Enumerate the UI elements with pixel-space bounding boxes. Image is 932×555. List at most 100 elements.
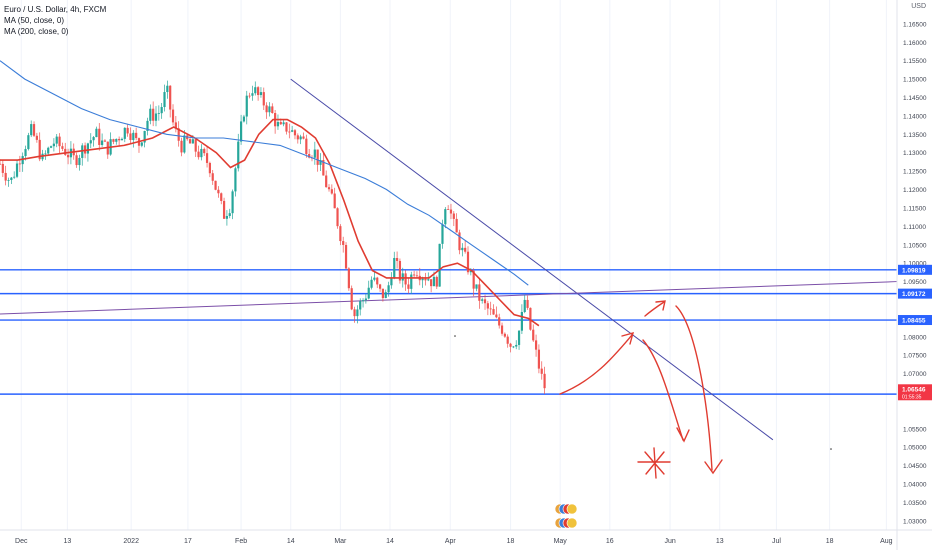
projection-arrow-down-1 [642, 339, 684, 441]
candle-body [89, 140, 92, 144]
current-price-tag [898, 384, 932, 401]
candle-body [344, 244, 348, 269]
price-tick-label: 1.05500 [903, 426, 927, 433]
candle-body [336, 208, 339, 227]
candle-body [276, 122, 280, 127]
candle-body [44, 153, 47, 155]
level-price-label: 1.09819 [902, 267, 926, 274]
price-tick-label: 1.09500 [903, 279, 927, 286]
candle-body [330, 189, 333, 194]
candle-body [509, 343, 512, 347]
candle-body [149, 108, 152, 121]
candle-body [200, 148, 203, 158]
candle-body [208, 162, 211, 174]
candle-body [282, 122, 285, 125]
candle-body [322, 160, 325, 176]
candle-body [191, 139, 194, 144]
candle-body [401, 273, 404, 281]
price-tick-label: 1.13500 [903, 132, 927, 139]
candle-body [526, 299, 529, 308]
candle-body [452, 213, 455, 219]
candle-body [435, 276, 438, 287]
projection-arrow-up-1 [559, 334, 633, 395]
time-axis: Dec 13 2022 17 Feb 14 Mar 14 Apr 18 May 16 Jun 13 Jul 1… [0, 529, 932, 545]
candle-body [285, 122, 288, 132]
level-price-tag [898, 264, 932, 275]
candle-body [376, 277, 379, 285]
candle-body [288, 131, 291, 133]
chart-legend: Euro / U.S. Dollar, 4h, FXCM MA (50, clo… [4, 4, 106, 37]
event-icons [554, 503, 578, 529]
price-tick-label: 1.15000 [903, 77, 927, 84]
candle-body [265, 105, 268, 113]
candle-body [38, 139, 41, 160]
level-price-tag [898, 288, 932, 299]
candle-body [305, 138, 308, 155]
candle-body [237, 141, 240, 169]
candle-body [387, 285, 390, 293]
candle-body [242, 116, 246, 122]
candle-body [390, 278, 393, 286]
candle-body [537, 349, 541, 369]
candle-body [438, 243, 441, 287]
candle-body [444, 209, 447, 225]
candle-body [543, 373, 546, 389]
drawing-layer [0, 78, 898, 441]
candle-body [194, 139, 197, 152]
arrowhead-4 [704, 459, 723, 475]
ma50-legend[interactable]: MA (50, close, 0) [4, 16, 65, 25]
candle-body [481, 299, 484, 301]
candle-body [529, 307, 532, 330]
candle-body [146, 120, 149, 131]
projection-arrow-up-2 [644, 301, 665, 317]
price-tick-label: 1.14000 [903, 113, 927, 120]
candle-body [171, 109, 175, 123]
candle-body [378, 284, 382, 289]
candle-body [492, 309, 495, 315]
candle-body [395, 257, 399, 261]
candle-body [98, 128, 101, 145]
candle-body [302, 136, 305, 139]
candle-body [475, 284, 478, 289]
candle-body [81, 145, 84, 158]
candle-body [101, 140, 104, 145]
candle-body [486, 303, 489, 309]
dot-mark [454, 335, 456, 337]
level-price-label: 1.09172 [902, 291, 926, 298]
candle-body [174, 122, 177, 129]
candle-body [24, 149, 27, 157]
candle-body [10, 177, 13, 180]
event-icon [566, 503, 578, 515]
candle-body [308, 154, 311, 158]
symbol-title[interactable]: Euro / U.S. Dollar, 4h, FXCM [4, 5, 107, 14]
candle-body [413, 274, 416, 276]
candle-body [296, 135, 299, 140]
candle-body [381, 288, 385, 299]
time-tick-label: 18 [507, 538, 515, 545]
candle-body [126, 127, 129, 134]
price-tick-label: 1.07500 [903, 353, 927, 360]
time-tick-label: 17 [184, 538, 192, 545]
candle-body [188, 139, 192, 144]
candle-body [47, 147, 50, 154]
candle-body [205, 153, 209, 163]
candle-body [350, 288, 353, 310]
price-tick-label: 1.11500 [903, 205, 926, 212]
time-tick-label: 14 [287, 538, 295, 545]
ma200-legend[interactable]: MA (200, close, 0) [4, 27, 69, 36]
candle-body [407, 284, 410, 289]
candle-body [225, 215, 229, 219]
time-tick-label: May [554, 538, 568, 545]
price-tick-label: 1.03000 [903, 518, 927, 525]
trendline-downtrend [290, 78, 774, 441]
candle-body [30, 124, 33, 136]
candle-body [353, 309, 356, 317]
candle-body [118, 138, 121, 141]
candle-body [293, 130, 297, 136]
candle-body [4, 172, 7, 181]
price-tick-label: 1.16000 [903, 40, 927, 47]
price-tick-label: 1.08000 [903, 334, 927, 341]
candle-body [115, 138, 118, 142]
